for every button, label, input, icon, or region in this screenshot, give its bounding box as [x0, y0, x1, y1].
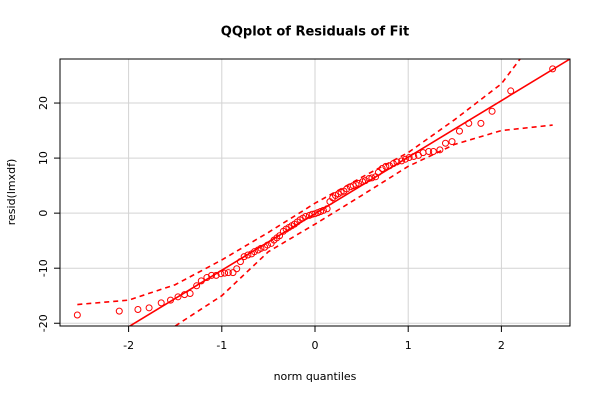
x-tick-label: -1: [216, 339, 227, 352]
point: [382, 162, 390, 170]
y-tick-label: 0: [37, 210, 50, 217]
point: [389, 160, 397, 168]
point: [221, 269, 229, 277]
upper-band: [77, 59, 521, 306]
y-tick-label: -10: [37, 259, 50, 277]
point: [157, 299, 165, 307]
y-tick-label: 10: [37, 151, 50, 165]
point: [465, 119, 473, 127]
point: [401, 155, 409, 163]
point: [302, 212, 310, 220]
point: [477, 119, 485, 127]
point: [186, 290, 194, 298]
point: [410, 152, 418, 160]
point: [174, 293, 182, 301]
x-tick-label: 1: [405, 339, 412, 352]
point: [507, 87, 515, 95]
point: [448, 138, 456, 146]
point: [193, 282, 201, 290]
point: [455, 127, 463, 135]
point: [393, 158, 401, 166]
point: [429, 147, 437, 155]
x-axis-label: norm quantiles: [274, 370, 357, 383]
point: [236, 258, 244, 266]
y-tick-label: 20: [37, 96, 50, 110]
point: [436, 146, 444, 154]
point: [378, 165, 386, 173]
point: [212, 271, 220, 279]
point: [361, 177, 369, 185]
point: [244, 251, 252, 259]
point: [208, 271, 216, 279]
point: [386, 162, 394, 170]
x-tick-label: -2: [123, 339, 134, 352]
point: [217, 270, 225, 278]
y-axis-label: resid(lmxdf): [5, 159, 18, 226]
lower-band: [174, 124, 553, 326]
x-tick-label: 2: [498, 339, 505, 352]
point: [263, 241, 271, 249]
point: [145, 304, 153, 312]
point: [405, 154, 413, 162]
point: [233, 265, 241, 273]
point: [240, 253, 248, 261]
point: [368, 174, 376, 182]
grid: [60, 59, 570, 326]
point: [319, 206, 327, 214]
plot-area: [73, 59, 570, 326]
point: [229, 269, 237, 277]
point: [488, 107, 496, 115]
point: [250, 248, 258, 256]
point: [425, 147, 433, 155]
point: [323, 205, 331, 213]
point: [419, 149, 427, 157]
point: [441, 139, 449, 147]
point: [374, 168, 382, 176]
point: [343, 185, 351, 193]
point: [167, 296, 175, 304]
point: [115, 307, 123, 315]
x-tick-label: 0: [312, 339, 319, 352]
point: [224, 269, 232, 277]
point: [549, 65, 557, 73]
point: [197, 277, 205, 285]
point: [398, 157, 406, 165]
chart-title: QQplot of Residuals of Fit: [221, 25, 409, 40]
point: [355, 179, 363, 187]
point: [276, 232, 284, 240]
point: [134, 305, 142, 313]
point: [73, 311, 81, 319]
point: [365, 174, 373, 182]
y-tick-label: -20: [37, 314, 50, 332]
point: [257, 244, 265, 252]
